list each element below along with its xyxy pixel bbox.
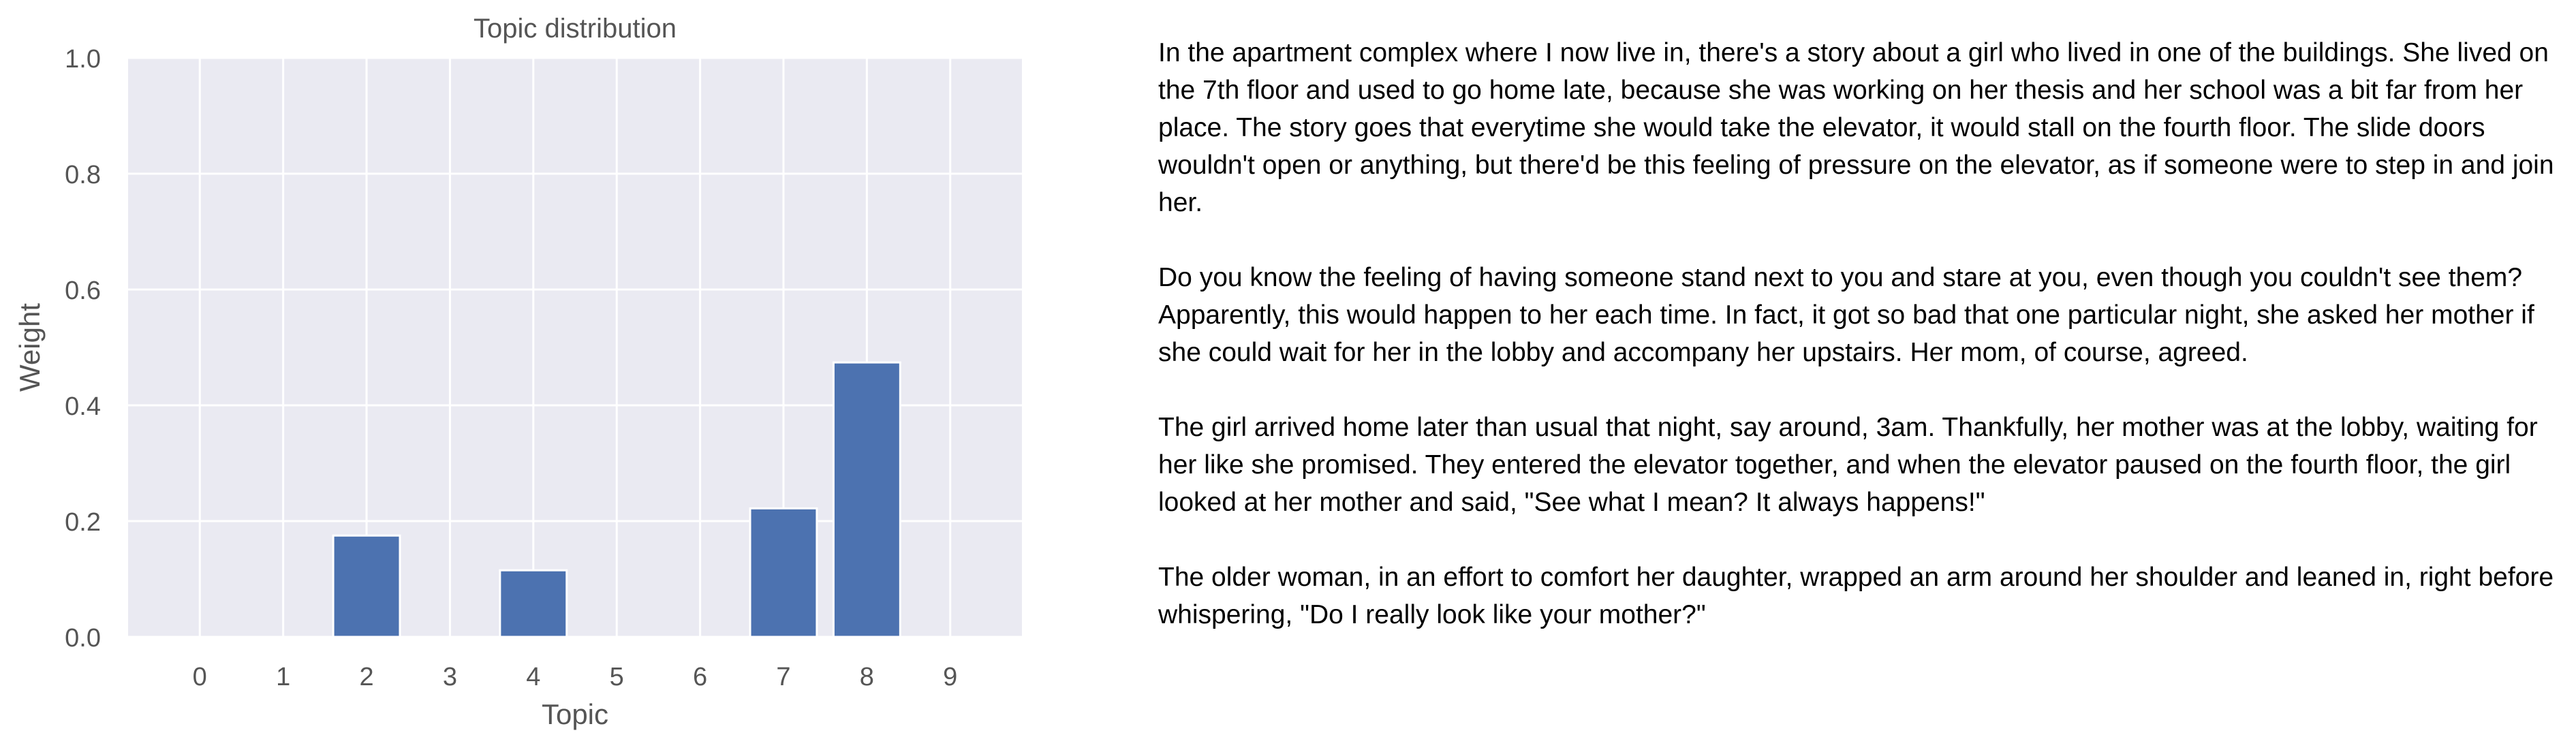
x-tick-label-5: 5 [610,663,624,691]
topic-distribution-chart: 0.0 0.2 0.4 0.6 0.8 1.0 0 1 2 3 4 5 6 7 8 9 Topic dist… [14,14,1022,730]
y-tick-label-5: 1.0 [65,45,101,74]
x-tick-label-4: 4 [526,663,540,691]
x-tick-label-1: 1 [276,663,290,691]
bar-topic-2 [332,534,401,638]
x-tick-label-7: 7 [776,663,790,691]
x-tick-label-0: 0 [193,663,207,691]
y-tick-labels: 0.0 0.2 0.4 0.6 0.8 1.0 [65,45,101,653]
x-tick-label-2: 2 [359,663,373,691]
y-tick-label-3: 0.6 [65,277,101,305]
bars [332,361,901,638]
y-tick-label-0: 0.0 [65,624,101,653]
y-tick-label-1: 0.2 [65,508,101,537]
bar-topic-4 [499,569,568,638]
y-axis-label: Weight [14,303,46,392]
story-paragraph-3: The girl arrived home later than usual t… [1158,413,2538,517]
story-paragraph-2: Do you know the feeling of having someon… [1158,263,2534,367]
gridlines [128,57,1022,638]
x-tick-label-8: 8 [860,663,874,691]
y-tick-label-2: 0.4 [65,392,101,421]
bar-topic-7 [749,507,818,638]
story-paragraph-4: The older woman, in an effort to comfort… [1158,563,2554,629]
chart-title: Topic distribution [474,14,677,44]
story-paragraph-1: In the apartment complex where I now liv… [1158,38,2554,217]
story-text: In the apartment complex where I now liv… [1158,34,2555,671]
x-tick-label-6: 6 [693,663,707,691]
x-axis-label: Topic [542,698,608,730]
x-tick-label-9: 9 [943,663,957,691]
y-tick-label-4: 0.8 [65,161,101,189]
x-tick-label-3: 3 [443,663,457,691]
x-tick-labels: 0 1 2 3 4 5 6 7 8 9 [193,663,958,691]
bar-topic-8 [832,361,901,638]
